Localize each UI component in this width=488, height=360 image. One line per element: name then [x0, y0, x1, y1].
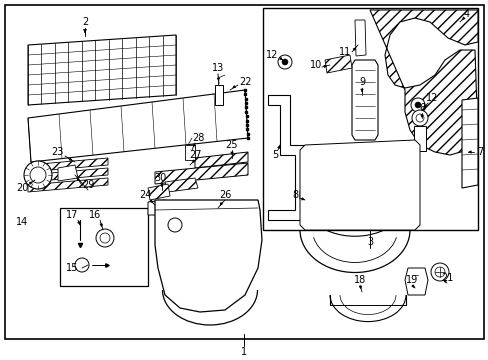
Polygon shape	[155, 200, 262, 312]
Bar	[60, 208, 148, 286]
Text: 20: 20	[16, 183, 28, 193]
Polygon shape	[58, 165, 78, 181]
Polygon shape	[28, 158, 108, 172]
Polygon shape	[354, 20, 365, 56]
Polygon shape	[28, 35, 176, 105]
Polygon shape	[195, 152, 247, 168]
Text: 22: 22	[238, 77, 251, 87]
Text: 12: 12	[265, 50, 278, 60]
Polygon shape	[148, 200, 164, 215]
Text: 10: 10	[309, 60, 322, 70]
Polygon shape	[461, 98, 477, 188]
Text: 21: 21	[440, 273, 452, 283]
Polygon shape	[155, 163, 247, 184]
Text: 17: 17	[66, 210, 78, 220]
Circle shape	[415, 114, 423, 122]
Text: 4: 4	[463, 9, 469, 19]
Circle shape	[414, 102, 420, 108]
Bar	[263, 8, 477, 230]
Circle shape	[100, 233, 110, 243]
Polygon shape	[28, 178, 108, 192]
Bar	[184, 145, 195, 160]
Text: 8: 8	[291, 190, 298, 200]
Text: 12: 12	[425, 93, 437, 103]
Polygon shape	[369, 10, 477, 155]
Text: 23: 23	[51, 147, 63, 157]
Text: 2: 2	[81, 17, 88, 27]
Bar	[215, 85, 223, 105]
Polygon shape	[325, 55, 351, 73]
Circle shape	[168, 218, 182, 232]
Text: 1: 1	[241, 347, 246, 357]
Circle shape	[96, 229, 114, 247]
Text: 11: 11	[338, 47, 350, 57]
Circle shape	[278, 55, 291, 69]
Text: 15: 15	[66, 263, 78, 273]
Text: 7: 7	[476, 147, 482, 157]
Polygon shape	[148, 184, 170, 200]
Text: 5: 5	[271, 150, 278, 160]
Text: 28: 28	[191, 133, 204, 143]
Text: 9: 9	[358, 77, 365, 87]
Text: 13: 13	[211, 63, 224, 73]
Circle shape	[75, 258, 89, 272]
Text: 27: 27	[188, 150, 201, 160]
Text: 29: 29	[81, 180, 94, 190]
Circle shape	[24, 161, 52, 189]
Text: 3: 3	[366, 237, 372, 247]
Polygon shape	[28, 168, 108, 182]
Text: 19: 19	[405, 275, 417, 285]
Bar	[413, 126, 425, 151]
Circle shape	[411, 110, 427, 126]
Polygon shape	[267, 95, 305, 220]
Polygon shape	[28, 90, 247, 162]
Circle shape	[30, 167, 46, 183]
Text: 18: 18	[353, 275, 366, 285]
Text: 25: 25	[225, 140, 238, 150]
Text: 16: 16	[89, 210, 101, 220]
Polygon shape	[299, 140, 419, 230]
Text: 24: 24	[139, 190, 151, 200]
Polygon shape	[164, 178, 198, 192]
Circle shape	[434, 267, 444, 277]
Circle shape	[430, 263, 448, 281]
Polygon shape	[351, 60, 377, 140]
Text: 6: 6	[418, 103, 424, 113]
Polygon shape	[404, 268, 427, 295]
Text: 26: 26	[218, 190, 231, 200]
Circle shape	[410, 98, 424, 112]
Circle shape	[282, 59, 287, 65]
Text: 30: 30	[154, 173, 166, 183]
Text: 14: 14	[16, 217, 28, 227]
